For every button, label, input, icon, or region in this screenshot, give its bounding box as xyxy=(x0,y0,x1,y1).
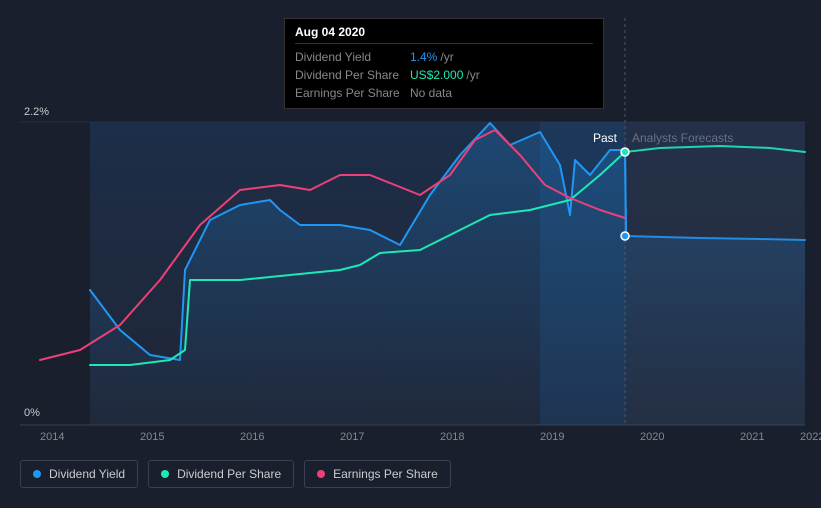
legend-dot-icon xyxy=(161,470,169,478)
legend-item-label: Dividend Yield xyxy=(49,467,125,481)
phase-label-forecast: Analysts Forecasts xyxy=(632,131,733,145)
tooltip-row: Dividend Per ShareUS$2.000/yr xyxy=(295,66,593,84)
x-axis-tick: 2015 xyxy=(140,431,164,443)
tooltip-row: Dividend Yield1.4%/yr xyxy=(295,48,593,66)
tooltip-date: Aug 04 2020 xyxy=(295,25,593,44)
x-axis-tick: 2019 xyxy=(540,431,564,443)
tooltip-row-unit: /yr xyxy=(440,50,453,64)
x-axis-tick: 2020 xyxy=(640,431,664,443)
y-axis-min-label: 0% xyxy=(24,407,40,419)
tooltip-row-value: 1.4% xyxy=(410,50,437,64)
x-axis-tick: 2014 xyxy=(40,431,64,443)
legend-dot-icon xyxy=(317,470,325,478)
phase-label-past: Past xyxy=(593,131,617,145)
tooltip: Aug 04 2020 Dividend Yield1.4%/yrDividen… xyxy=(284,18,604,109)
legend-item-label: Earnings Per Share xyxy=(333,467,438,481)
tooltip-row-label: Dividend Per Share xyxy=(295,68,410,82)
tooltip-row-unit: /yr xyxy=(466,68,479,82)
tooltip-row: Earnings Per ShareNo data xyxy=(295,84,593,102)
legend-item[interactable]: Dividend Per Share xyxy=(148,460,294,488)
tooltip-row-value: No data xyxy=(410,86,452,100)
x-axis-tick: 2022 xyxy=(800,431,821,443)
legend-item[interactable]: Earnings Per Share xyxy=(304,460,451,488)
x-axis-tick: 2016 xyxy=(240,431,264,443)
x-axis-tick: 2021 xyxy=(740,431,764,443)
legend-item[interactable]: Dividend Yield xyxy=(20,460,138,488)
chart-container: 2.2% 0% 2014 2015 2016 2017 2018 2019 2020 2021… xyxy=(0,0,821,508)
legend-item-label: Dividend Per Share xyxy=(177,467,281,481)
legend: Dividend Yield Dividend Per Share Earnings… xyxy=(20,460,451,488)
x-axis-tick: 2017 xyxy=(340,431,364,443)
tooltip-row-label: Dividend Yield xyxy=(295,50,410,64)
y-axis-max-label: 2.2% xyxy=(24,106,49,118)
tooltip-row-label: Earnings Per Share xyxy=(295,86,410,100)
legend-dot-icon xyxy=(33,470,41,478)
x-axis-tick: 2018 xyxy=(440,431,464,443)
tooltip-row-value: US$2.000 xyxy=(410,68,463,82)
